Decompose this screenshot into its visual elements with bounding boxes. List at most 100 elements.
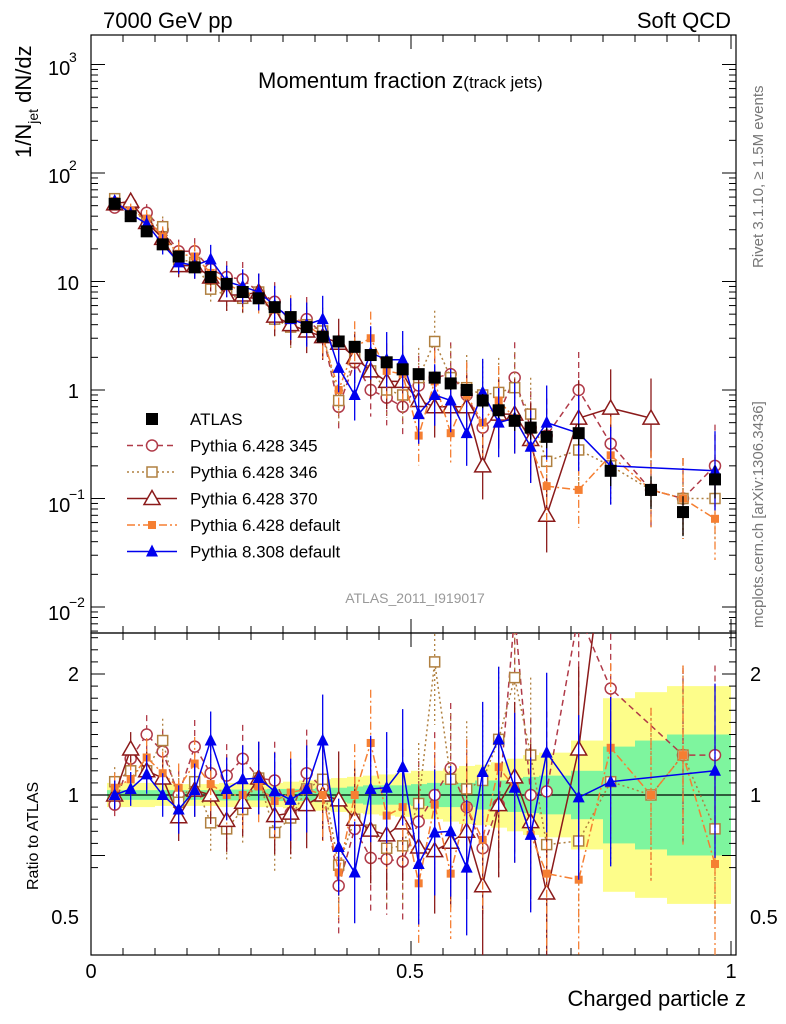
data-point <box>460 384 473 396</box>
ratio-plot-frame <box>90 632 737 956</box>
legend-marker <box>142 488 162 506</box>
data-point <box>204 252 217 265</box>
data-point <box>108 197 121 210</box>
data-point <box>428 825 441 838</box>
data-point <box>364 349 377 362</box>
data-point <box>396 363 409 376</box>
data-point <box>252 771 265 784</box>
data-point <box>316 312 329 325</box>
data-point <box>348 340 361 353</box>
data-point <box>492 404 505 417</box>
x-axis-title: Charged particle z <box>567 986 746 1011</box>
legend-entry: Pythia 6.428 default <box>127 516 341 535</box>
series-line <box>114 200 716 472</box>
data-point <box>236 286 249 299</box>
data-point <box>108 788 121 800</box>
ylabel-prefix: 1/N <box>11 124 36 158</box>
data-point <box>604 464 617 477</box>
data-point <box>188 783 201 796</box>
data-point <box>428 371 441 384</box>
data-point <box>156 238 169 251</box>
mcplots-label: mcplots.cern.ch [arXiv:1306.3436] <box>750 401 767 628</box>
data-point <box>300 781 313 794</box>
main-series-layer <box>105 191 722 561</box>
ratio-y-axis-title: Ratio to ATLAS <box>25 782 42 890</box>
data-point <box>172 250 185 263</box>
legend-entry: Pythia 8.308 default <box>127 543 341 562</box>
data-point <box>268 301 281 314</box>
data-point <box>476 394 489 407</box>
legend-entry: Pythia 6.428 346 <box>127 463 318 482</box>
series-pythia-8-308-default <box>108 666 721 936</box>
legend-label: Pythia 6.428 default <box>190 516 341 535</box>
data-point <box>492 732 505 745</box>
legend-entry: ATLAS <box>146 410 243 429</box>
data-point <box>508 671 521 684</box>
data-point <box>677 506 689 519</box>
data-point <box>412 368 425 381</box>
data-point <box>380 780 393 793</box>
data-point <box>645 483 657 496</box>
y-tick-label-1e2: 10 <box>48 166 70 188</box>
data-point <box>348 387 361 400</box>
data-point <box>492 415 505 428</box>
data-point <box>396 760 409 773</box>
analysis-watermark: ATLAS_2011_I919017 <box>345 590 485 606</box>
data-point <box>647 791 655 799</box>
data-point <box>332 840 345 853</box>
data-point <box>284 311 297 324</box>
data-point <box>446 429 455 438</box>
data-point <box>316 733 329 746</box>
plot-title-suffix: (track jets) <box>463 73 542 92</box>
data-point <box>428 656 441 668</box>
x-tick-labels: 0 0.5 1 <box>85 961 736 983</box>
data-point <box>236 772 249 785</box>
legend-label: Pythia 6.428 345 <box>190 437 318 456</box>
y-tick-label-1e-2: 10 <box>48 603 70 625</box>
data-point <box>350 791 359 799</box>
data-point <box>601 398 620 415</box>
data-point <box>428 335 441 348</box>
data-point <box>444 393 457 406</box>
data-point <box>396 352 409 365</box>
data-point <box>711 859 719 868</box>
series-line <box>114 198 715 500</box>
y-tick-exp-1e-1: −1 <box>69 486 85 502</box>
legend-entry: Pythia 6.428 345 <box>127 437 318 456</box>
data-point <box>473 456 492 473</box>
data-point <box>332 335 345 348</box>
ratio-tick-right-2: 2 <box>750 664 761 686</box>
data-point <box>156 734 169 747</box>
y-tick-label-1e-1: 10 <box>48 495 70 517</box>
series-pythia-6-428-345 <box>108 196 722 539</box>
header-energy-label: 7000 GeV pp <box>103 8 233 33</box>
legend-marker <box>146 466 158 478</box>
series-atlas <box>108 197 721 537</box>
data-point <box>573 608 584 619</box>
svg-text:1/Njet dN/dz: 1/Njet dN/dz <box>11 45 41 158</box>
data-point <box>140 225 153 238</box>
legend-marker <box>146 544 158 557</box>
data-point <box>444 377 457 390</box>
data-point <box>460 860 473 873</box>
data-point <box>332 360 345 373</box>
data-point <box>444 824 457 837</box>
data-point <box>572 790 585 803</box>
series-pythia-6-428-346 <box>108 192 721 540</box>
data-point <box>204 733 217 746</box>
legend-label: Pythia 8.308 default <box>190 543 341 562</box>
data-point <box>252 292 265 305</box>
y-tick-exp-1e-2: −2 <box>69 594 85 610</box>
data-point <box>524 827 537 840</box>
data-point <box>380 356 393 369</box>
data-point <box>364 781 377 794</box>
legend-entry: Pythia 6.428 370 <box>127 488 318 509</box>
data-point <box>508 414 521 427</box>
data-point <box>124 210 137 223</box>
data-point <box>542 869 551 878</box>
ratio-tick-left-1: 1 <box>68 785 79 807</box>
plot-title: Momentum fraction z(track jets) <box>258 68 543 93</box>
data-point <box>709 763 721 776</box>
data-point <box>679 751 687 760</box>
